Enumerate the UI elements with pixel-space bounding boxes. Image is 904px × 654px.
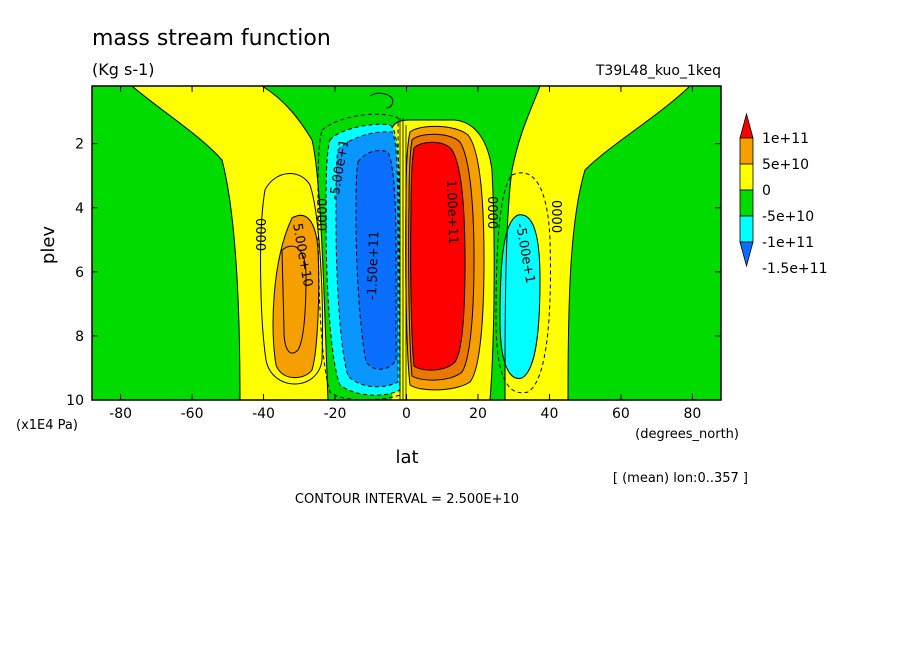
contour-label: 0000	[252, 218, 267, 251]
colorbar-label: 1e+11	[762, 131, 809, 147]
southern-hadley-cell-core	[356, 150, 396, 370]
y-tick-label: 4	[75, 201, 84, 217]
x-axis-units: (degrees_north)	[635, 427, 739, 442]
chart-units: (Kg s-1)	[92, 60, 155, 79]
contour-label: 0000	[313, 198, 328, 231]
colorbar-segment	[739, 163, 754, 191]
field-negative-weak-south	[92, 86, 240, 400]
x-tick-label: -80	[109, 406, 132, 422]
contour-interval: CONTOUR INTERVAL = 2.500E+10	[295, 492, 519, 507]
northern-ferrel-cell-fill	[500, 214, 540, 379]
x-tick-label: -20	[324, 406, 347, 422]
y-axis-units: (x1E4 Pa)	[16, 418, 78, 433]
colorbar-arrow-top	[739, 112, 754, 139]
x-tick-label: -40	[252, 406, 275, 422]
colorbar-label: 0	[762, 183, 771, 199]
averaging-note: [ (mean) lon:0..357 ]	[613, 471, 748, 486]
colorbar-label: 5e+10	[762, 157, 809, 173]
contour-label: 0000	[548, 200, 563, 233]
colorbar-label: -5e+10	[762, 209, 814, 225]
contour-label: 1.00e+11	[443, 180, 460, 245]
colorbar-segment	[739, 215, 754, 243]
colorbar: 1e+11 5e+10 0 -5e+10 -1e+11 -1.5e+11	[739, 112, 827, 277]
y-tick-label: 10	[66, 393, 84, 409]
x-axis-label: lat	[395, 447, 418, 468]
y-axis-label: plev	[38, 226, 59, 265]
x-tick-label: -60	[181, 406, 204, 422]
x-tick-label: 40	[541, 406, 559, 422]
y-tick-label: 2	[75, 137, 84, 153]
colorbar-label: -1.5e+11	[762, 261, 827, 277]
run-label: T39L48_kuo_1keq	[595, 63, 721, 79]
x-axis: -80 -60 -40 -20 0 20 40 60 80	[109, 86, 701, 422]
x-tick-label: 80	[683, 406, 701, 422]
x-tick-label: 20	[469, 406, 487, 422]
field-negative-weak-north	[568, 86, 721, 400]
northern-hadley-cell-core	[410, 142, 465, 371]
y-tick-label: 8	[75, 329, 84, 345]
y-tick-label: 6	[75, 265, 84, 281]
contour-lines	[131, 86, 691, 400]
colorbar-segment	[739, 189, 754, 217]
colorbar-label: -1e+11	[762, 235, 814, 251]
x-tick-label: 0	[402, 406, 411, 422]
plot-area: 0000 0000 5.00e+10 -5.00e+1 -1.50e+11 1.…	[92, 86, 721, 400]
colorbar-arrow-bottom	[739, 241, 754, 268]
contour-label: -1.50e+11	[365, 231, 382, 301]
chart-title: mass stream function	[92, 26, 331, 51]
contour-label: 0000	[484, 196, 499, 229]
colorbar-segment	[739, 137, 754, 165]
x-tick-label: 60	[612, 406, 630, 422]
y-axis: 2 4 6 8 10	[66, 137, 721, 409]
field-negative-weak-top	[413, 94, 437, 104]
